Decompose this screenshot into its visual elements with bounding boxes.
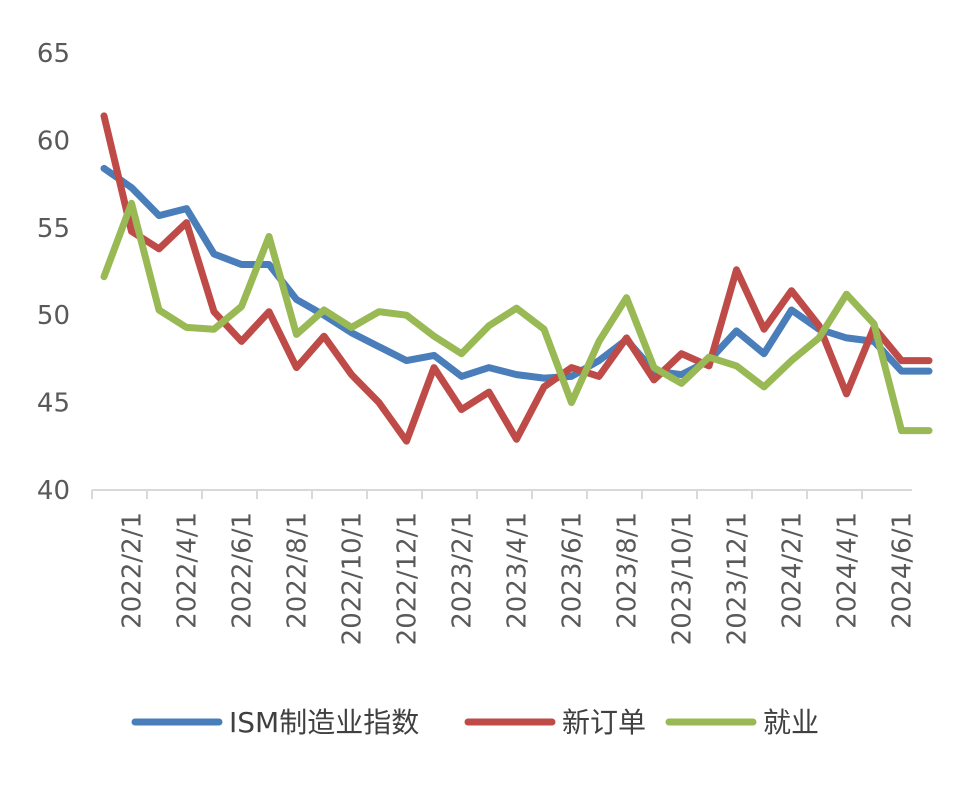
y-tick-label: 55 [37,214,70,244]
x-tick-label: 2024/4/1 [833,512,863,629]
series-line-3 [100,199,933,435]
x-tick-label: 2022/4/1 [173,512,203,629]
x-tick-label: 2024/6/1 [888,512,918,629]
legend-label: 就业 [763,706,819,739]
x-tick-label: 2022/6/1 [228,512,258,629]
legend: ISM制造业指数 新订单 就业 [131,706,819,739]
series-line-1 [100,164,933,382]
x-tick-label: 2023/4/1 [503,512,533,629]
y-tick-label: 50 [37,301,70,331]
x-axis: 2022/2/1 2022/4/1 2022/6/1 2022/8/1 2022/10/… [91,489,918,645]
x-tick-label: 2023/6/1 [558,512,588,629]
x-tick-label: 2022/12/1 [393,512,423,645]
x-tick-label: 2023/2/1 [448,512,478,629]
y-tick-label: 60 [37,126,70,156]
x-tick-label: 2022/10/1 [338,512,368,645]
x-tick-label: 2023/8/1 [613,512,643,629]
y-tick-label: 65 [37,39,70,69]
x-tick-label: 2024/2/1 [778,512,808,629]
x-tick-label: 2022/8/1 [283,512,313,629]
x-tick-label: 2023/10/1 [668,512,698,645]
legend-label: 新订单 [562,706,646,739]
y-axis-labels: 40 45 50 55 60 65 [37,39,70,506]
series-lines [100,112,933,445]
x-tick-label: 2023/12/1 [723,512,753,645]
legend-label: ISM制造业指数 [229,706,419,739]
series-line-2 [100,112,933,445]
x-tick-label: 2022/2/1 [118,512,148,629]
y-tick-label: 45 [37,389,70,419]
y-tick-label: 40 [37,476,70,506]
